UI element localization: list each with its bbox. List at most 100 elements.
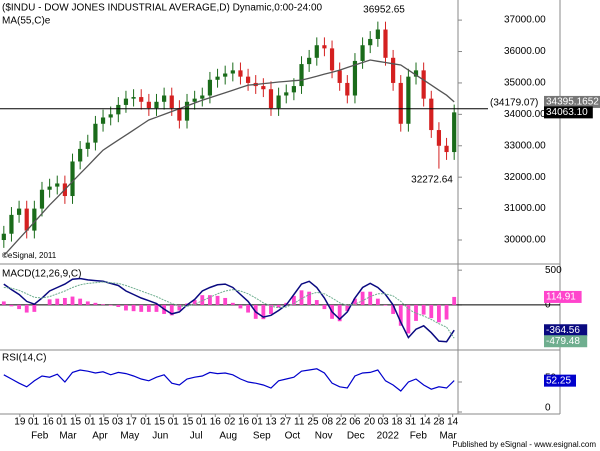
histogram-bar <box>200 295 205 305</box>
x-tick-label: 13 <box>265 417 277 428</box>
histogram-bar <box>230 302 235 305</box>
candle-body <box>215 76 220 80</box>
candle-body <box>261 86 266 90</box>
histogram-bar <box>437 304 441 323</box>
candle-body <box>230 70 235 74</box>
candle-body <box>24 208 29 231</box>
histogram-bar <box>314 300 319 305</box>
candle-body <box>391 57 396 83</box>
candle-body <box>436 130 442 146</box>
x-tick-label: 03 <box>378 417 390 428</box>
y-tick-label: 30000.00 <box>504 235 546 246</box>
y-tick-label: 32000.00 <box>504 172 546 183</box>
histogram-bar <box>177 304 182 311</box>
month-label: May <box>120 431 139 442</box>
candle-body <box>314 45 319 58</box>
candle-body <box>429 98 434 131</box>
x-tick-label: 01 <box>140 417 152 428</box>
candle-body <box>352 60 358 96</box>
y-tick-label: 35000.00 <box>504 78 546 89</box>
x-tick-label: 28 <box>433 417 445 428</box>
histogram-bar <box>444 304 449 320</box>
histogram-bar <box>78 298 83 305</box>
candle-body <box>16 208 22 215</box>
month-label: Nov <box>315 431 333 442</box>
histogram-bar <box>406 304 411 334</box>
histogram-bar <box>101 304 105 305</box>
horizontal-line-label: (34179.07) <box>490 97 538 108</box>
last-value-box <box>544 290 582 303</box>
x-tick-label: 17 <box>126 417 138 428</box>
histogram-bar <box>391 304 396 314</box>
macd-line <box>3 277 455 343</box>
y-tick-label: 31000.00 <box>504 203 546 214</box>
last-value-box <box>544 335 588 348</box>
candle-body <box>444 145 449 153</box>
histogram-bar <box>291 295 296 305</box>
histogram-bar <box>452 296 457 305</box>
candle-body <box>360 45 365 61</box>
histogram-bar <box>1 301 6 305</box>
candle-body <box>207 79 213 96</box>
candle-body <box>398 82 403 124</box>
histogram-bar <box>139 304 144 312</box>
month-label: Jun <box>152 431 168 442</box>
last-value-label: 52.25 <box>546 375 571 386</box>
candle-body <box>100 117 106 124</box>
candle-body <box>1 233 6 241</box>
x-tick-label: 01 <box>28 417 40 428</box>
histogram-bar <box>414 304 418 321</box>
x-tick-label: 16 <box>238 417 250 428</box>
last-value-box <box>544 95 600 108</box>
histogram-bar <box>154 304 159 312</box>
candle-body <box>383 29 388 58</box>
histogram-bar <box>17 304 21 310</box>
histogram-bar <box>146 304 151 312</box>
candle-body <box>162 95 167 102</box>
x-tick-label: 06 <box>349 417 361 428</box>
candle-body <box>184 101 190 121</box>
candle-body <box>131 97 136 99</box>
y-tick-label: 500 <box>545 265 562 276</box>
footer: Published by eSignal - www.esignal.com <box>452 440 596 449</box>
low-annotation: 32272.64 <box>411 175 453 186</box>
histogram-bar <box>337 304 342 322</box>
candle-body <box>375 29 380 39</box>
candle-body <box>322 45 327 49</box>
histogram-bar <box>192 300 197 305</box>
candle-body <box>307 57 312 65</box>
month-label: 2022 <box>377 431 400 442</box>
histogram-bar <box>62 297 67 305</box>
last-value-label: 34395.1652 <box>546 97 599 108</box>
candle-body <box>238 70 243 77</box>
candle-body <box>123 98 129 105</box>
y-tick-label: 34000.00 <box>504 109 546 120</box>
histogram-bar <box>55 298 60 305</box>
x-tick-label: 01 <box>85 417 97 428</box>
y-tick-label: 0 <box>545 403 551 414</box>
histogram-bar <box>368 291 373 305</box>
candle-body <box>223 73 228 77</box>
candle-body <box>108 114 113 118</box>
x-tick-label: 15 <box>98 417 110 428</box>
x-tick-label: 18 <box>391 417 403 428</box>
candle-body <box>284 92 289 96</box>
month-label: Aug <box>219 431 237 442</box>
histogram-bar <box>421 304 426 315</box>
histogram-bar <box>238 304 243 309</box>
x-tick-label: 25 <box>307 417 319 428</box>
x-tick-label: 14 <box>447 417 459 428</box>
candle-body <box>39 189 45 209</box>
x-tick-label: 08 <box>322 417 334 428</box>
y-tick-label: 36000.00 <box>504 46 546 57</box>
candle-body <box>169 95 174 109</box>
candle-body <box>421 70 426 99</box>
histogram-bar <box>169 304 174 316</box>
histogram-bar <box>322 304 327 310</box>
candle-body <box>70 161 75 197</box>
histogram-bar <box>353 298 357 305</box>
histogram-bar <box>32 304 37 312</box>
histogram-bar <box>116 304 121 307</box>
candle-body <box>78 148 83 162</box>
last-value-label: -364.56 <box>546 325 580 336</box>
